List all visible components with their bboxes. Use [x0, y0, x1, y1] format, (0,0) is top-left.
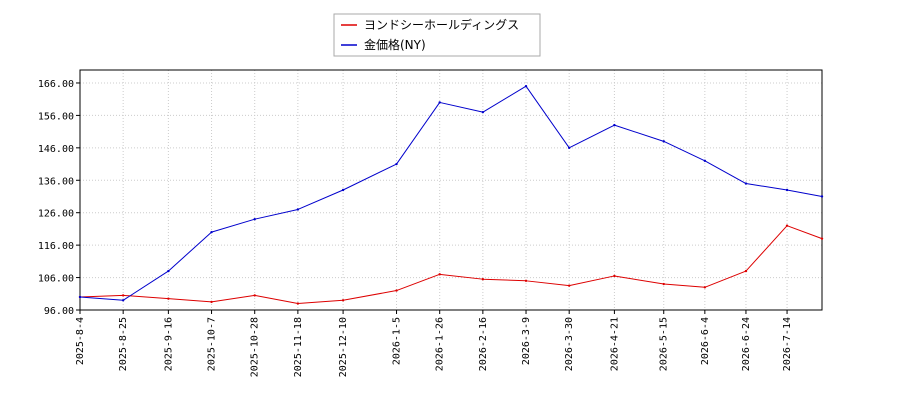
y-tick-label: 116.00	[38, 241, 74, 252]
series-1-line	[79, 225, 823, 305]
y-tick-label: 106.00	[38, 274, 74, 285]
x-tick-label: 2025-11-18	[293, 317, 304, 377]
series-1-point	[296, 302, 300, 305]
y-axis: 96.00 106.00 116.00 126.00 136.00 146.00 156.0…	[38, 79, 80, 317]
x-tick-label: 2026-3-9	[521, 317, 532, 365]
series-2-point	[820, 195, 824, 198]
y-tick-label: 136.00	[38, 176, 74, 187]
x-tick-label: 2025-8-25	[118, 317, 129, 371]
series-2-point	[78, 295, 82, 299]
series-2-point	[210, 230, 213, 234]
series-1	[78, 224, 824, 305]
series-1-point	[744, 269, 748, 273]
y-tick-label: 156.00	[38, 111, 74, 122]
x-tick-label: 2026-6-4	[700, 317, 711, 365]
y-tick-label: 166.00	[38, 79, 74, 90]
series-2-point	[253, 217, 256, 221]
series-2-point	[524, 85, 528, 88]
series-1-point	[613, 274, 616, 278]
series-2-point	[481, 110, 485, 114]
series-2-point	[438, 101, 441, 104]
series-2-point	[703, 159, 707, 163]
legend-box	[333, 13, 541, 57]
series-2-point	[744, 182, 748, 185]
legend-label-series-2: 金価格(NY)	[364, 37, 426, 52]
series-1-point	[438, 273, 441, 276]
series-1-point	[662, 282, 665, 286]
x-tick-label: 2026-3-30	[564, 317, 575, 371]
series-2-point	[613, 123, 616, 127]
series-1-point	[785, 224, 789, 227]
series-2-point	[341, 188, 345, 192]
x-tick-label: 2025-10-7	[207, 317, 218, 371]
legend-label-series-1: ヨンドシーホールディングス	[364, 17, 519, 32]
y-tick-label: 146.00	[38, 144, 74, 155]
series-layer	[78, 85, 824, 305]
plot-frame	[79, 69, 823, 311]
series-2-point	[662, 140, 665, 143]
series-1-point	[395, 289, 398, 292]
series-2-point	[121, 299, 125, 302]
legend: ヨンドシーホールディングス 金価格(NY)	[333, 13, 541, 57]
x-tick-label: 2026-7-14	[782, 317, 793, 371]
x-tick-label: 2026-1-26	[435, 317, 446, 371]
series-2-point	[296, 208, 300, 211]
x-tick-label: 2025-12-10	[338, 317, 349, 377]
x-tick-label: 2026-1-5	[392, 317, 403, 365]
x-tick-label: 2026-2-16	[478, 317, 489, 371]
x-tick-label: 2025-10-28	[250, 317, 261, 377]
x-tick-label: 2025-9-16	[163, 317, 174, 371]
series-2	[78, 85, 824, 302]
x-tick-label: 2026-6-24	[741, 317, 752, 371]
y-tick-label: 96.00	[44, 306, 74, 317]
x-tick-label: 2026-5-15	[659, 317, 670, 371]
series-1-point	[121, 294, 125, 297]
series-2-line	[79, 85, 823, 301]
series-1-point	[567, 284, 571, 287]
y-tick-label: 126.00	[38, 209, 74, 220]
series-2-point	[395, 162, 398, 166]
x-axis: 2025-8-4 2025-8-25 2025-9-16 2025-10-7 2025-…	[75, 310, 793, 377]
series-1-point	[481, 277, 485, 281]
series-1-point	[210, 300, 213, 304]
series-1-point	[524, 279, 528, 283]
series-2-point	[785, 188, 789, 192]
series-1-point	[167, 297, 170, 300]
series-1-point	[820, 237, 824, 240]
x-tick-label: 2025-8-4	[75, 317, 86, 365]
series-1-point	[253, 294, 256, 297]
x-tick-label: 2026-4-21	[609, 317, 620, 371]
grid	[79, 70, 822, 311]
series-1-point	[703, 286, 707, 289]
series-1-point	[341, 299, 345, 302]
series-2-point	[567, 146, 571, 150]
series-2-point	[167, 269, 170, 273]
